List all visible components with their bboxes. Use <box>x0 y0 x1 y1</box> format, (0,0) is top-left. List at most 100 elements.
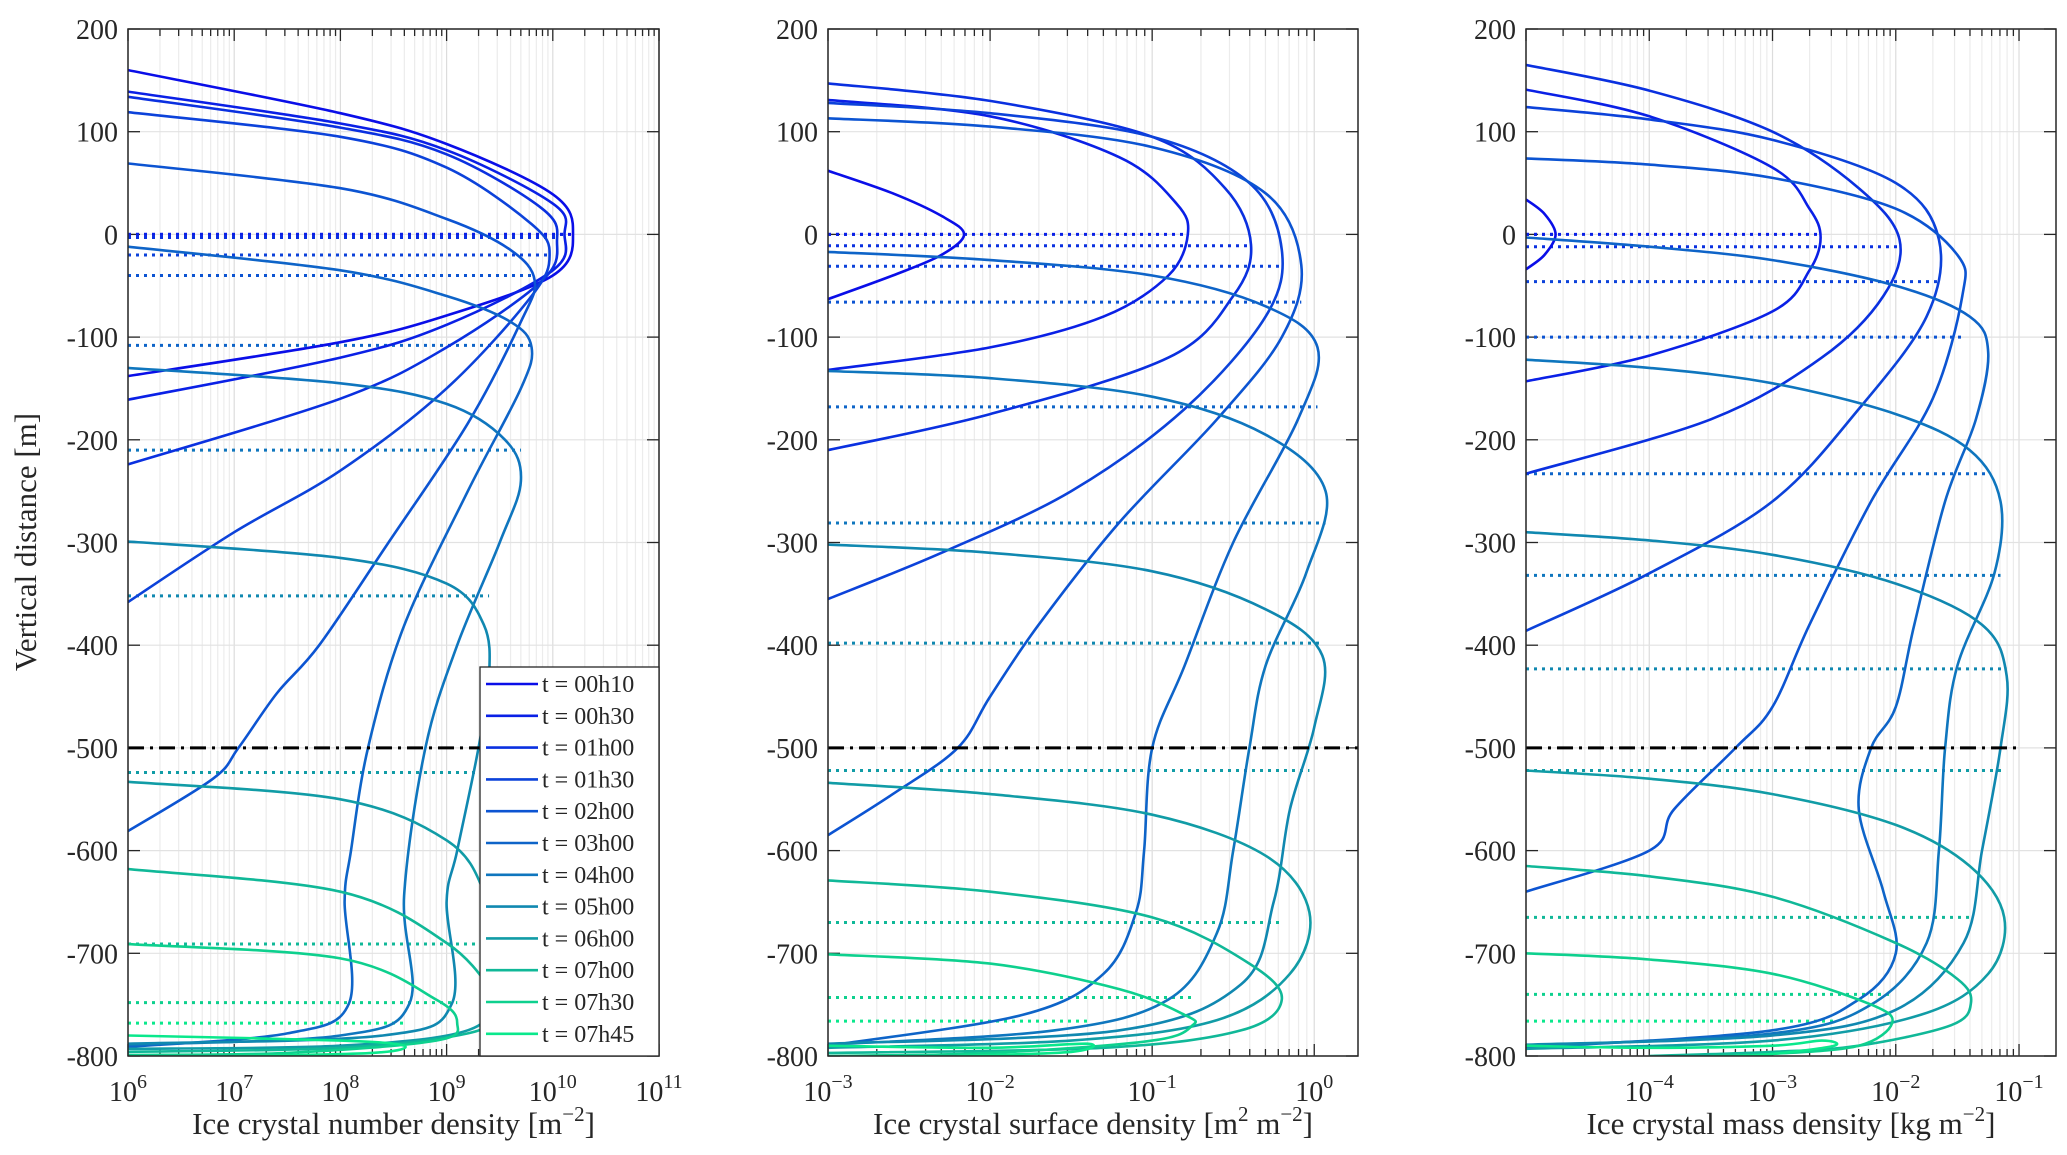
y-tick-label: -600 <box>767 837 818 868</box>
profile-curve-00h10 <box>828 169 966 301</box>
x-tick-base: 10 <box>1994 1077 2022 1108</box>
y-tick-label: 0 <box>104 220 118 251</box>
y-tick-label: -800 <box>1465 1042 1516 1073</box>
plot-area <box>828 82 1358 1056</box>
legend-label: t = 07h00 <box>542 958 634 984</box>
plot-area <box>128 68 575 1056</box>
x-tick-base: 10 <box>965 1077 993 1108</box>
legend-label: t = 07h30 <box>542 990 634 1016</box>
legend-label: t = 00h10 <box>542 672 634 698</box>
y-tick-label: 100 <box>776 118 818 149</box>
legend-item: t = 06h00 <box>486 926 634 952</box>
x-tick-exponent: −4 <box>1653 1071 1674 1093</box>
x-axis-label: Ice crystal number density [m−2] <box>192 1102 595 1141</box>
x-axis-label-superscript: 2 <box>1238 1102 1249 1126</box>
panel-3: 200 100 0 -100 -200 -300 -400 -500 -600 -700 -800 1… <box>1465 15 2057 1141</box>
x-tick-base: 10 <box>1748 1077 1776 1108</box>
x-tick-exponent: 10 <box>557 1071 577 1093</box>
y-tick-label: -300 <box>67 529 118 560</box>
x-tick-base: 10 <box>635 1077 663 1108</box>
profile-curve-00h30 <box>828 98 1190 372</box>
axes-frame <box>827 28 1359 1057</box>
x-tick-label: 10−2 <box>965 1071 1014 1108</box>
x-tick-base: 10 <box>321 1077 349 1108</box>
profile-curve-07h00 <box>828 879 1284 1055</box>
x-tick-label: 10−3 <box>1748 1071 1797 1108</box>
y-tick-label: -600 <box>67 837 118 868</box>
x-tick-base: 10 <box>428 1077 456 1108</box>
y-tick-label: -100 <box>67 323 118 354</box>
x-tick-exponent: −3 <box>831 1071 852 1093</box>
profile-curve-05h00 <box>128 540 491 1045</box>
profile-curve-03h00 <box>828 250 1321 1047</box>
x-tick-exponent: 7 <box>243 1071 253 1093</box>
x-tick-label: 1011 <box>635 1071 682 1108</box>
x-axis-label-text: Ice crystal number density [m <box>192 1106 562 1141</box>
y-tick-label: -500 <box>1465 734 1516 765</box>
legend-label: t = 03h00 <box>542 831 634 857</box>
x-tick-base: 10 <box>1625 1077 1653 1108</box>
legend-item: t = 00h10 <box>486 672 634 698</box>
profile-curve-01h00 <box>1526 63 1902 475</box>
profile-curve-00h30 <box>128 90 568 401</box>
x-tick-exponent: 8 <box>349 1071 359 1093</box>
x-tick-base: 10 <box>1871 1077 1899 1108</box>
profile-curve-07h45 <box>1526 1039 1839 1056</box>
profile-curve-05h00 <box>1526 530 2009 1046</box>
profile-curve-01h00 <box>128 95 559 466</box>
legend-label: t = 06h00 <box>542 926 634 952</box>
x-axis-label-text: ] <box>585 1106 595 1141</box>
x-axis-label-text: ] <box>1303 1106 1313 1141</box>
legend-box <box>479 666 660 1057</box>
y-tick-label: 100 <box>1474 118 1516 149</box>
profile-curve-04h00 <box>828 369 1329 1046</box>
x-tick-label: 10−1 <box>1994 1071 2043 1108</box>
y-tick-label: 0 <box>804 220 818 251</box>
x-tick-exponent: 9 <box>456 1071 466 1093</box>
x-tick-base: 10 <box>529 1077 557 1108</box>
x-tick-base: 10 <box>109 1077 137 1108</box>
y-tick-label: -400 <box>1465 631 1516 662</box>
x-tick-label: 10−3 <box>803 1071 852 1108</box>
y-tick-label: -400 <box>67 631 118 662</box>
legend-item: t = 00h30 <box>486 704 634 730</box>
x-tick-label: 106 <box>109 1071 147 1108</box>
x-tick-exponent: −3 <box>1776 1071 1797 1093</box>
y-tick-label: 100 <box>76 118 118 149</box>
x-tick-exponent: −1 <box>2022 1071 2043 1093</box>
x-axis-label-text: m <box>1248 1106 1280 1141</box>
x-tick-base: 10 <box>803 1077 831 1108</box>
profile-curve-07h30 <box>128 942 460 1056</box>
legend-item: t = 07h30 <box>486 990 634 1016</box>
grid <box>827 28 1358 1057</box>
y-tick-label: -700 <box>1465 939 1516 970</box>
x-tick-exponent: −2 <box>1899 1071 1920 1093</box>
x-tick-label: 109 <box>428 1071 466 1108</box>
y-tick-label: -600 <box>1465 837 1516 868</box>
x-tick-exponent: 0 <box>1323 1071 1333 1093</box>
y-tick-label: -700 <box>767 939 818 970</box>
x-tick-exponent: −1 <box>1156 1071 1177 1093</box>
y-tick-label: -800 <box>767 1042 818 1073</box>
x-axis-label: Ice crystal surface density [m2 m−2] <box>873 1102 1313 1141</box>
y-tick-label: 200 <box>1474 15 1516 46</box>
y-axis-label: Vertical distance [m] <box>8 413 43 671</box>
panel-1: 2001000-100-200-300-400-500-600-700-8001… <box>67 15 683 1141</box>
legend-label: t = 01h30 <box>542 767 634 793</box>
legend-label: t = 07h45 <box>542 1022 634 1048</box>
x-axis-label-text: Ice crystal mass density [kg m <box>1587 1106 1963 1141</box>
x-tick-base: 10 <box>1128 1077 1156 1108</box>
x-tick-label: 10−1 <box>1128 1071 1177 1108</box>
y-tick-label: -400 <box>767 631 818 662</box>
profile-curve-04h00 <box>128 366 523 1046</box>
legend: t = 00h10 t = 00h30 t = 01h00 t = 01h30 t = … <box>479 666 660 1057</box>
profile-curve-07h30 <box>828 953 1198 1056</box>
profile-curve-01h30 <box>128 110 551 604</box>
y-tick-label: -100 <box>767 323 818 354</box>
panel-2: 2001000-100-200-300-400-500-600-700-8001… <box>767 15 1359 1141</box>
y-tick-label: -500 <box>67 734 118 765</box>
axes-frame <box>1525 28 2057 1057</box>
y-tick-label: -200 <box>67 426 118 457</box>
profile-curve-03h00 <box>1526 236 1990 1050</box>
profile-curve-01h30 <box>828 101 1285 601</box>
